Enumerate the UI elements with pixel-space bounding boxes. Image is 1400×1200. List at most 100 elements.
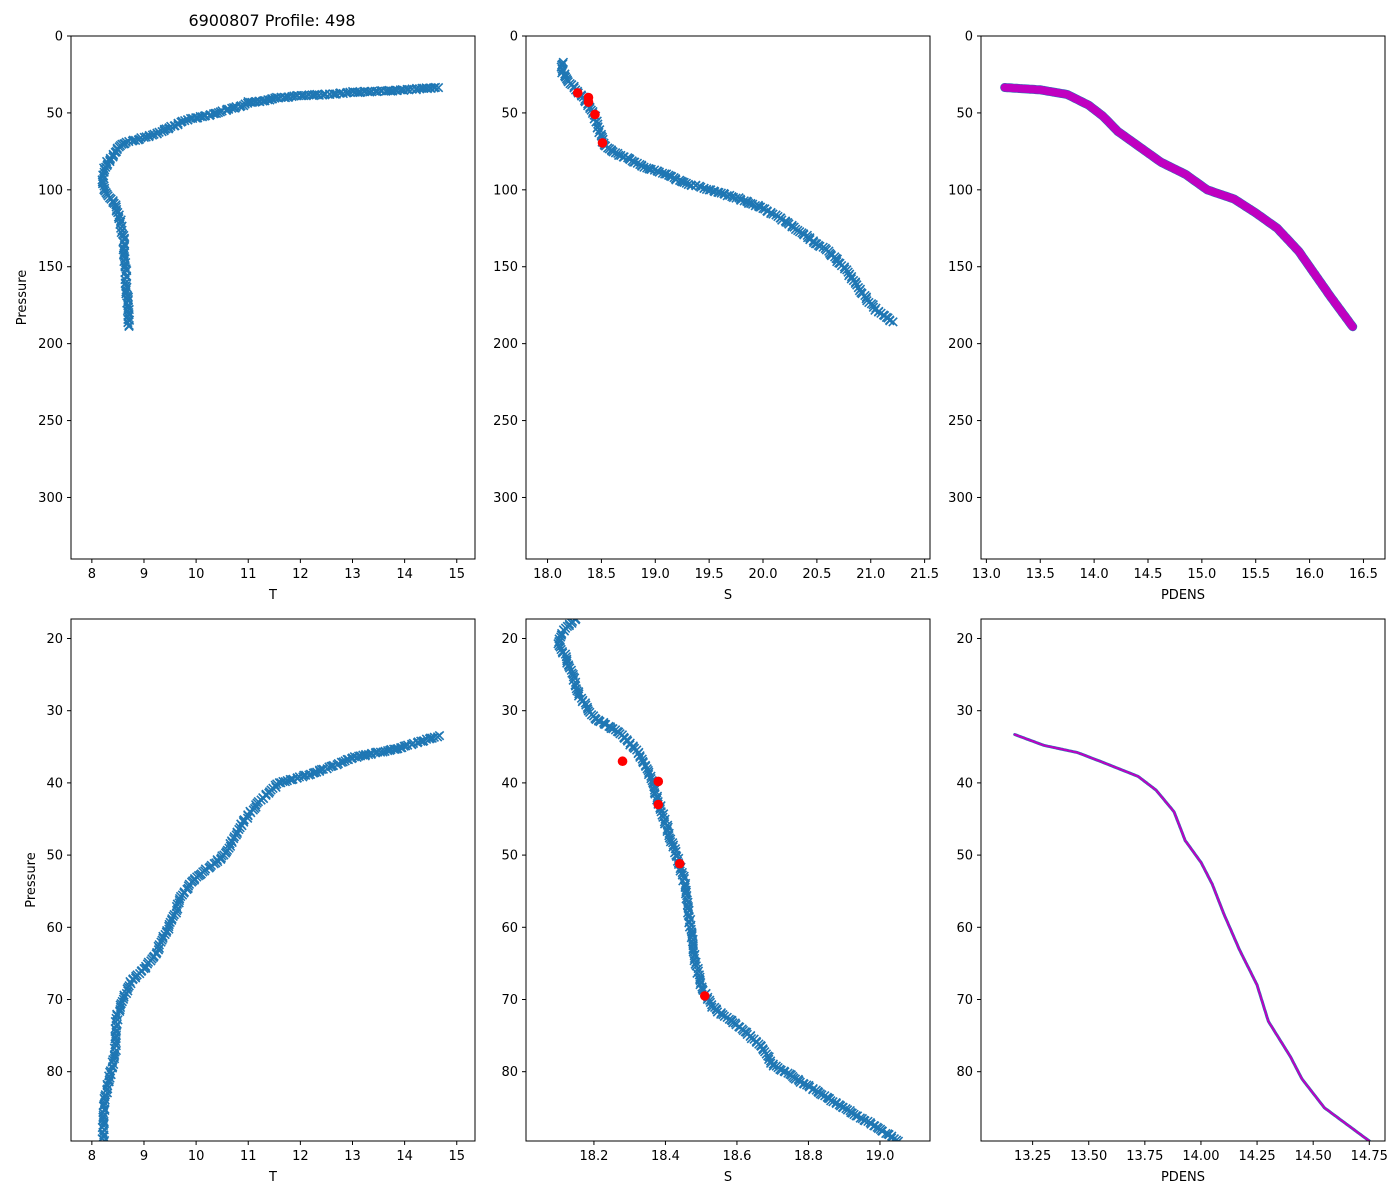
plot-area (97, 730, 445, 1141)
flagged-point (572, 88, 583, 98)
x-tick-label: 15.5 (1241, 567, 1270, 582)
y-tick-label: 300 (38, 491, 63, 506)
data-point-marker (860, 1115, 870, 1126)
x-tick-label: 9 (140, 1149, 148, 1164)
y-tick-label: 300 (493, 491, 518, 506)
density-line (1000, 83, 1357, 331)
data-point-marker (114, 210, 125, 220)
figure-title: 6900807 Profile: 498 (188, 11, 355, 30)
data-point-marker (336, 757, 347, 768)
axes-frame (980, 35, 1386, 560)
flagged-point (597, 138, 608, 148)
data-point-marker (99, 1116, 109, 1127)
axes-top-density: 13.0 13.5 14.0 14.5 15.0 15.5 16.0 16.5 0 50 100 15… (948, 30, 1386, 603)
data-point-marker (893, 1136, 904, 1141)
y-axis-label: Pressure (24, 852, 39, 908)
data-point-marker (285, 774, 295, 785)
flagged-point (617, 756, 628, 767)
x-tick-label: 13 (344, 567, 361, 582)
x-tick-label: 8 (88, 1149, 96, 1164)
y-tick-label: 250 (38, 414, 63, 429)
plot-area (97, 82, 444, 332)
data-point-marker (185, 113, 196, 124)
data-point-marker (719, 1011, 730, 1022)
density-underlay-line (1000, 83, 1358, 332)
data-point-marker (97, 175, 107, 185)
x-tick-label: 19.5 (695, 567, 724, 582)
axes-bottom-temperature: 8 9 10 11 12 13 14 15 20 30 40 50 60 70 80 T Pressure (24, 618, 476, 1185)
data-point-marker (573, 687, 584, 697)
x-tick-label: 20.0 (749, 567, 778, 582)
axes-container: 8 9 10 11 12 13 14 15050100150200250300TPressur… (15, 30, 1388, 1186)
data-point-marker (124, 321, 134, 332)
data-point-marker (739, 196, 749, 206)
y-tick-label: 0 (965, 30, 973, 45)
x-tick-label: 10 (188, 1149, 205, 1164)
data-point-marker (561, 654, 572, 664)
data-point-marker (108, 196, 118, 206)
y-tick-label: 70 (46, 993, 63, 1008)
y-tick-label: 100 (38, 183, 63, 198)
data-point-marker (123, 292, 134, 303)
axes-bottom-salinity: 18.2 18.4 18.6 18.8 19.0 20 30 40 50 60 70 80 S (501, 618, 931, 1185)
density-line (1013, 733, 1371, 1141)
data-point-marker (885, 315, 895, 326)
x-tick-label: 20.5 (802, 567, 831, 582)
data-point-marker (169, 121, 180, 131)
data-point-marker (697, 982, 707, 992)
y-tick-label: 50 (501, 106, 518, 121)
x-tick-label: 13.5 (1026, 567, 1055, 582)
y-tick-label: 50 (46, 106, 63, 121)
data-point-marker (424, 734, 435, 744)
y-tick-label: 50 (46, 849, 63, 864)
axes-frame (70, 35, 476, 560)
y-tick-label: 300 (948, 491, 973, 506)
flagged-point (653, 799, 664, 810)
x-tick-label: 10 (188, 567, 205, 582)
data-point-marker (311, 767, 322, 777)
y-tick-label: 30 (956, 704, 973, 719)
y-tick-label: 30 (46, 704, 63, 719)
data-point-marker (808, 1084, 818, 1095)
x-tick-label: 16.5 (1349, 567, 1378, 582)
x-tick-label: 13.75 (1126, 1149, 1163, 1164)
data-point-marker (716, 188, 727, 198)
x-tick-label: 14.00 (1182, 1149, 1219, 1164)
data-point-marker (629, 157, 640, 167)
y-tick-label: 150 (493, 260, 518, 275)
x-tick-label: 21.5 (910, 567, 939, 582)
x-tick-label: 14.75 (1351, 1149, 1388, 1164)
y-tick-label: 200 (38, 337, 63, 352)
plot-area (1013, 733, 1371, 1141)
data-point-marker (367, 86, 377, 97)
data-point-marker (817, 1090, 827, 1100)
data-point-marker (649, 785, 660, 795)
y-tick-label: 250 (493, 414, 518, 429)
y-tick-label: 40 (501, 776, 518, 791)
y-tick-label: 150 (38, 260, 63, 275)
data-point-marker (649, 165, 660, 175)
axes-frame (525, 35, 931, 560)
x-tick-label: 12 (292, 1149, 309, 1164)
y-tick-label: 100 (493, 183, 518, 198)
y-tick-label: 50 (501, 849, 518, 864)
y-tick-label: 70 (956, 993, 973, 1008)
y-tick-label: 20 (956, 632, 973, 647)
x-tick-label: 18.8 (794, 1149, 823, 1164)
x-tick-label: 14.5 (1134, 567, 1163, 582)
x-tick-label: 19.0 (641, 567, 670, 582)
x-axis-label: S (724, 1170, 732, 1185)
flagged-point (653, 776, 664, 787)
y-tick-label: 70 (501, 993, 518, 1008)
data-point-marker (688, 943, 698, 954)
data-point-marker (696, 182, 706, 192)
y-tick-label: 20 (501, 632, 518, 647)
y-tick-label: 50 (956, 849, 973, 864)
plot-area (556, 57, 898, 327)
flagged-point (583, 97, 594, 107)
x-tick-label: 12 (292, 567, 309, 582)
data-point-marker (115, 1004, 125, 1015)
x-tick-label: 13.0 (972, 567, 1001, 582)
flagged-point (590, 109, 600, 120)
